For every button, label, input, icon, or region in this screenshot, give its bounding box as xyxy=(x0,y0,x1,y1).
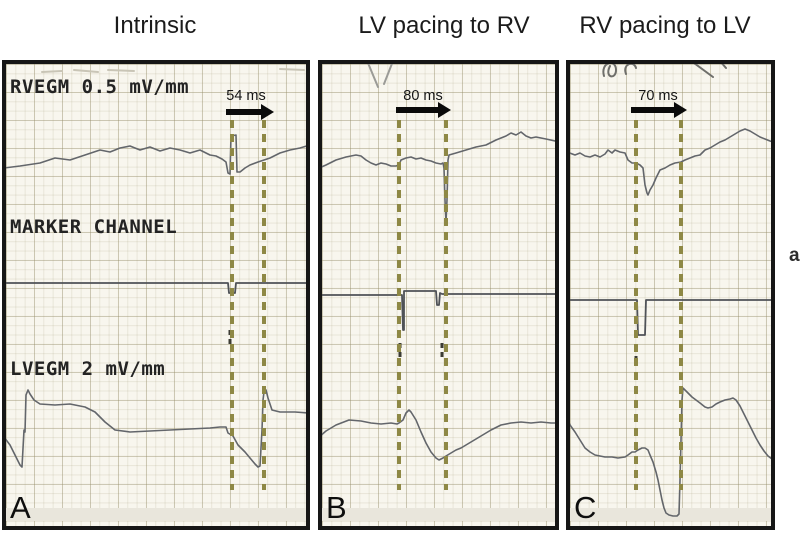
marker-annotation-tick xyxy=(398,352,402,357)
panel-c-traces xyxy=(570,64,771,521)
interval-arrow-shaft xyxy=(226,109,263,115)
rvegm-channel-label: RVEGM 0.5 mV/mm xyxy=(10,76,190,98)
bottom-strip xyxy=(322,508,555,521)
interval-label-c: 70 ms xyxy=(638,88,678,104)
marker-annotation-tick xyxy=(228,339,232,344)
pen-scribble xyxy=(41,68,305,73)
panel-b: 80 ms B xyxy=(318,60,559,530)
panel-b-traces xyxy=(322,64,555,521)
panel-a: RVEGM 0.5 mV/mm MARKER CHANNEL LVEGM 2 m… xyxy=(2,60,310,530)
pen-scribble xyxy=(602,64,637,78)
interval-label-b: 80 ms xyxy=(403,88,443,104)
interval-arrow-head xyxy=(438,102,451,118)
bottom-strip xyxy=(570,508,771,521)
bottom-strip xyxy=(6,508,306,521)
panel-letter-c: C xyxy=(574,490,597,525)
marker-trace xyxy=(322,290,555,331)
rvegm-trace xyxy=(570,128,771,196)
panel-a-traces xyxy=(6,68,306,521)
pen-scribble xyxy=(367,64,393,88)
panel-c: 70 ms C xyxy=(566,60,775,530)
panel-title-lv-pacing-to-rv: LV pacing to RV xyxy=(358,12,530,39)
panel-letter-b: B xyxy=(326,490,347,525)
panel-title-rv-pacing-to-lv: RV pacing to LV xyxy=(579,12,751,39)
interval-label-a: 54 ms xyxy=(226,88,266,104)
rvegm-trace xyxy=(322,131,555,223)
rvegm-trace xyxy=(6,134,306,175)
interval-arrow-shaft xyxy=(631,107,676,113)
marker-channel-label: MARKER CHANNEL xyxy=(10,216,178,238)
interval-arrow-head xyxy=(674,102,687,118)
pen-scribble xyxy=(693,64,727,78)
lvegm-trace xyxy=(570,387,771,517)
cropped-edge-text: a xyxy=(789,245,800,266)
marker-annotation-tick xyxy=(440,352,444,357)
interval-arrow-shaft xyxy=(396,107,440,113)
panel-letter-a: A xyxy=(10,490,31,525)
lvegm-channel-label: LVEGM 2 mV/mm xyxy=(10,358,166,380)
interval-arrow-head xyxy=(261,104,274,120)
lvegm-trace xyxy=(6,389,306,468)
lvegm-trace xyxy=(322,409,555,461)
marker-annotation-tick xyxy=(440,343,444,348)
panel-title-intrinsic: Intrinsic xyxy=(113,12,197,39)
marker-trace xyxy=(570,299,771,336)
